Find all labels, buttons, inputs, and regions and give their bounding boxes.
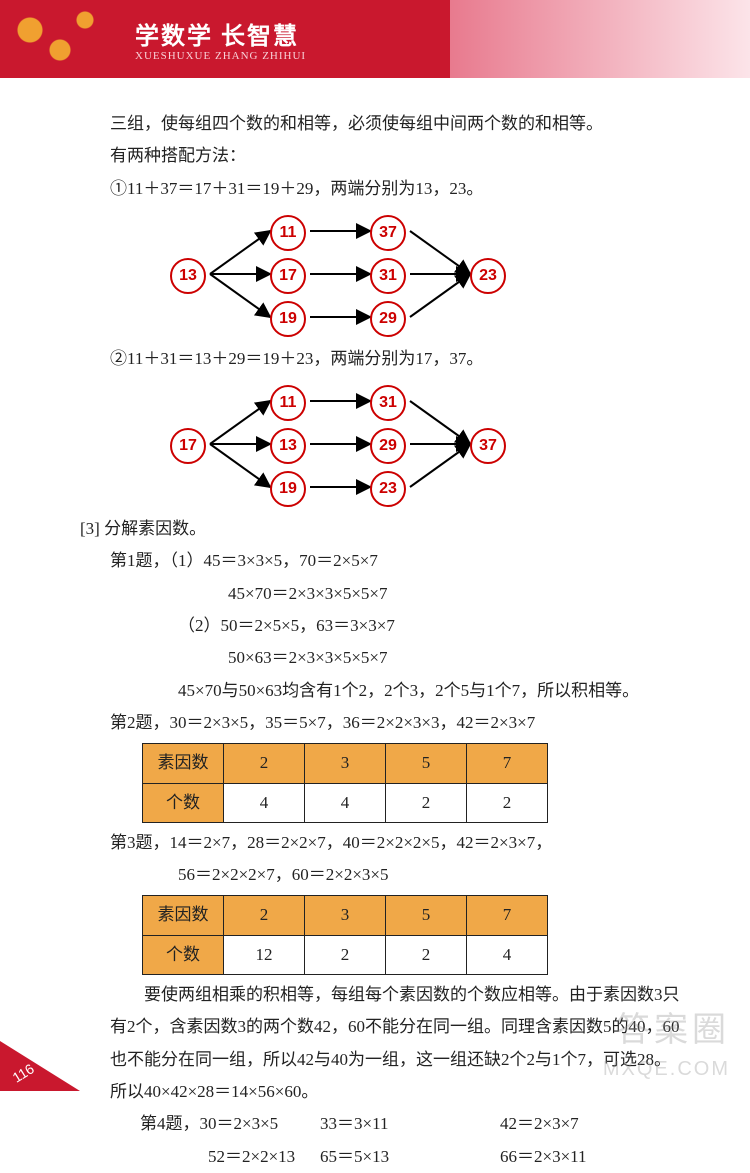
q3-h1: 2	[224, 896, 305, 935]
d2-ml-2: 19	[270, 471, 306, 507]
d1-ml-0: 11	[270, 215, 306, 251]
section3-title: [3] 分解素因数。	[80, 513, 680, 545]
diagram-2: 17 11 13 19 31 29 23 37	[170, 379, 680, 509]
d2-mr-0: 31	[370, 385, 406, 421]
header-subtitle: XUESHUXUE ZHANG ZHIHUI	[135, 50, 306, 62]
watermark-text: 答案圈	[616, 1002, 730, 1051]
q2-line: 30＝2×3×5，35＝5×7，36＝2×2×3×3，42＝2×3×7	[170, 713, 536, 732]
q1-label: 第1题，	[110, 551, 170, 570]
q3-line2: 56＝2×2×2×7，60＝2×2×3×5	[178, 859, 680, 891]
method1-equation: ①11＋37＝17＋31＝19＋29，两端分别为13，23。	[110, 173, 680, 205]
d2-ml-1: 13	[270, 428, 306, 464]
q3-r1: 12	[224, 935, 305, 974]
q2-r4: 2	[467, 783, 548, 822]
q3-r2: 2	[305, 935, 386, 974]
q4-grid: 第4题，30＝2×3×5 33＝3×11 42＝2×3×7 52＝2×2×13 …	[140, 1108, 680, 1173]
q1-a: （1）45＝3×3×5，70＝2×5×7	[170, 551, 378, 570]
watermark-url: MXQE.COM	[603, 1058, 730, 1081]
q1-a2: 45×70＝2×3×3×5×5×7	[228, 578, 680, 610]
d1-ml-2: 19	[270, 301, 306, 337]
q1-b: （2）50＝2×5×5，63＝3×3×7	[178, 610, 680, 642]
diagram-1-arrows	[170, 209, 680, 339]
d2-ml-0: 11	[270, 385, 306, 421]
d1-mr-1: 31	[370, 258, 406, 294]
d2-right: 37	[470, 428, 506, 464]
diagram-1: 13 11 17 19 37 31 29 23	[170, 209, 680, 339]
q2-table: 素因数 2 3 5 7 个数 4 4 2 2	[142, 743, 548, 823]
q4-r1c3: 42＝2×3×7	[500, 1108, 680, 1140]
q1-b2: 50×63＝2×3×3×5×5×7	[228, 642, 680, 674]
q3-h2: 3	[305, 896, 386, 935]
q4-r2c1: 52＝2×2×13	[208, 1141, 320, 1173]
d2-mr-2: 23	[370, 471, 406, 507]
header-decoration	[0, 0, 110, 78]
intro-line2: 有两种搭配方法：	[110, 140, 680, 172]
q3-h0: 素因数	[143, 896, 224, 935]
q2-h2: 3	[305, 744, 386, 783]
page-corner	[0, 1041, 80, 1091]
d1-left: 13	[170, 258, 206, 294]
q4-label: 第4题，	[140, 1114, 200, 1133]
page-header: 学数学 长智慧 XUESHUXUE ZHANG ZHIHUI	[0, 0, 750, 78]
q2-r0: 个数	[143, 783, 224, 822]
d2-mr-1: 29	[370, 428, 406, 464]
q2-label: 第2题，	[110, 713, 170, 732]
method2-equation: ②11＋31＝13＋29＝19＋23，两端分别为17，37。	[110, 343, 680, 375]
q2-h4: 7	[467, 744, 548, 783]
q3-para: 要使两组相乘的积相等，每组每个素因数的个数应相等。由于素因数3只有2个，含素因数…	[110, 979, 680, 1108]
q2-h3: 5	[386, 744, 467, 783]
q3-h3: 5	[386, 896, 467, 935]
diagram-2-arrows	[170, 379, 680, 509]
q2-h1: 2	[224, 744, 305, 783]
q4-r1c1: 30＝2×3×5	[200, 1114, 279, 1133]
intro-line1: 三组，使每组四个数的和相等，必须使每组中间两个数的和相等。	[110, 108, 680, 140]
q2-r2: 4	[305, 783, 386, 822]
d1-mr-0: 37	[370, 215, 406, 251]
q3-r0: 个数	[143, 935, 224, 974]
d1-mr-2: 29	[370, 301, 406, 337]
header-title: 学数学 长智慧	[135, 16, 299, 51]
d2-left: 17	[170, 428, 206, 464]
q4-r2c3: 66＝2×3×11	[500, 1141, 680, 1173]
q3-r4: 4	[467, 935, 548, 974]
q3-h4: 7	[467, 896, 548, 935]
q4-r2c2: 65＝5×13	[320, 1141, 500, 1173]
q3-table: 素因数 2 3 5 7 个数 12 2 2 4	[142, 895, 548, 975]
q3-line1: 14＝2×7，28＝2×2×7，40＝2×2×2×5，42＝2×3×7，	[170, 833, 553, 852]
q2-r3: 2	[386, 783, 467, 822]
q2-r1: 4	[224, 783, 305, 822]
q2-h0: 素因数	[143, 744, 224, 783]
q4-r1c2: 33＝3×11	[320, 1108, 500, 1140]
q3-r3: 2	[386, 935, 467, 974]
d1-ml-1: 17	[270, 258, 306, 294]
q1-conclusion: 45×70与50×63均含有1个2，2个3，2个5与1个7，所以积相等。	[178, 675, 680, 707]
q3-label: 第3题，	[110, 833, 170, 852]
d1-right: 23	[470, 258, 506, 294]
